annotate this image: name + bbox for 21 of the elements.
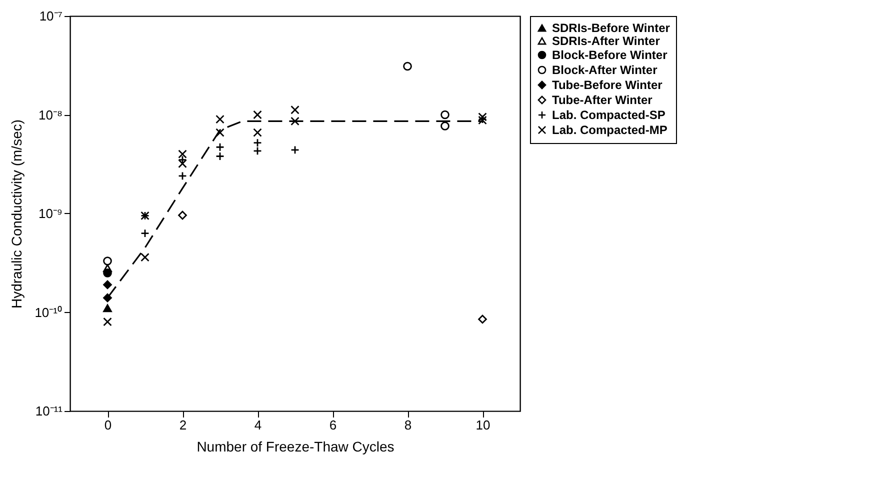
y-tick-label: 10⁻⁷: [39, 8, 63, 24]
x-tick-label: 8: [404, 418, 412, 432]
legend-label: Lab. Compacted-MP: [552, 123, 668, 137]
legend-label: SDRIs-After Winter: [552, 34, 660, 48]
legend-label: SDRIs-Before Winter: [552, 21, 670, 35]
y-tick-label: 10⁻⁹: [38, 206, 62, 221]
x-tick-label: 2: [179, 418, 187, 432]
x-tick-label: 4: [254, 418, 262, 432]
legend-label: Tube-After Winter: [552, 93, 653, 107]
y-tick-label: 10⁻⁸: [38, 107, 62, 122]
x-tick-label: 10: [476, 418, 490, 432]
y-axis-title: Hydraulic Conductivity (m/sec): [8, 119, 25, 309]
legend-label: Lab. Compacted-SP: [552, 108, 666, 122]
x-tick-label: 0: [104, 418, 112, 432]
x-axis-title: Number of Freeze-Thaw Cycles: [196, 438, 394, 454]
legend-label: Block-Before Winter: [552, 48, 668, 62]
x-tick-label: 6: [329, 418, 337, 432]
legend-label: Block-After Winter: [552, 63, 658, 77]
y-tick-label: 10⁻¹⁰: [34, 304, 62, 320]
y-tick-label: 10⁻¹¹: [35, 404, 64, 418]
legend-label: Tube-Before Winter: [552, 78, 663, 92]
